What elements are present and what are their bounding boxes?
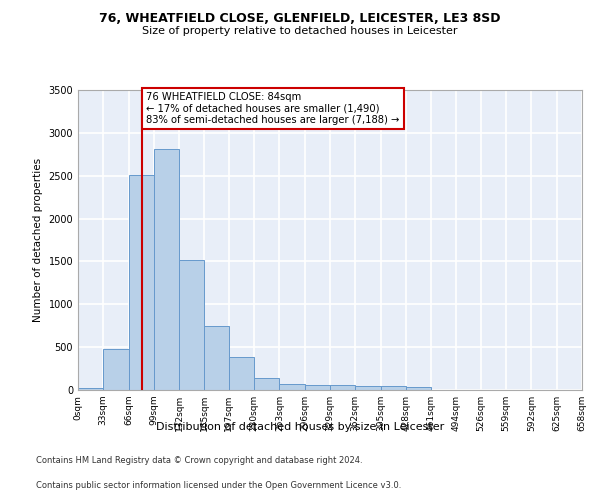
- Bar: [179, 260, 205, 390]
- Text: Contains public sector information licensed under the Open Government Licence v3: Contains public sector information licen…: [36, 481, 401, 490]
- Bar: [380, 386, 406, 390]
- Bar: [154, 149, 179, 390]
- Text: Contains HM Land Registry data © Crown copyright and database right 2024.: Contains HM Land Registry data © Crown c…: [36, 456, 362, 465]
- Bar: [355, 386, 380, 390]
- Bar: [280, 384, 305, 390]
- Y-axis label: Number of detached properties: Number of detached properties: [33, 158, 43, 322]
- Text: Size of property relative to detached houses in Leicester: Size of property relative to detached ho…: [142, 26, 458, 36]
- Bar: [229, 356, 254, 390]
- Bar: [128, 175, 154, 390]
- Text: Distribution of detached houses by size in Leicester: Distribution of detached houses by size …: [156, 422, 444, 432]
- Bar: [205, 326, 229, 390]
- Bar: [305, 386, 330, 390]
- Text: 76 WHEATFIELD CLOSE: 84sqm
← 17% of detached houses are smaller (1,490)
83% of s: 76 WHEATFIELD CLOSE: 84sqm ← 17% of deta…: [146, 92, 400, 125]
- Bar: [103, 349, 128, 390]
- Bar: [78, 388, 103, 390]
- Text: 76, WHEATFIELD CLOSE, GLENFIELD, LEICESTER, LE3 8SD: 76, WHEATFIELD CLOSE, GLENFIELD, LEICEST…: [99, 12, 501, 26]
- Bar: [330, 386, 355, 390]
- Bar: [254, 378, 280, 390]
- Bar: [406, 388, 431, 390]
